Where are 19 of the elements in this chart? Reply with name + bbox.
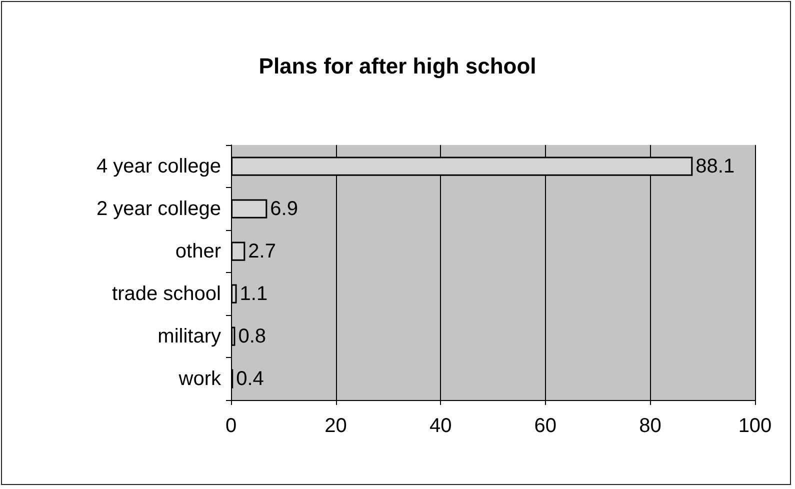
y-tick-label: 2 year college [96,198,221,220]
y-tick-label: 4 year college [96,155,221,178]
y-tick-label: work [178,368,222,390]
data-label: 0.8 [238,325,266,348]
data-label: 6.9 [270,198,298,220]
x-tick-label: 100 [738,415,772,437]
x-tick-label: 20 [324,415,347,437]
data-label: 1.1 [240,282,268,305]
x-tick-label: 80 [639,415,662,437]
data-label: 0.4 [236,368,264,390]
y-tick-label: trade school [112,282,221,305]
y-tick-label: other [175,240,222,262]
data-label: 88.1 [696,155,735,178]
data-label: 2.7 [248,240,276,262]
chart-title: Plans for after high school [258,54,536,78]
y-tick-label: military [158,325,221,348]
x-tick-label: 60 [534,415,557,437]
x-tick-label: 0 [225,415,237,437]
x-tick-label: 40 [429,415,452,437]
